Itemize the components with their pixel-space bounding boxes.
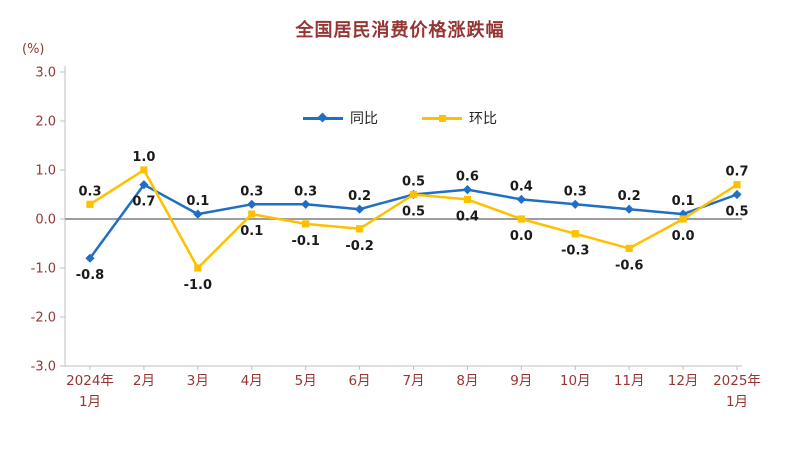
data-label: -0.6	[615, 258, 643, 273]
data-label: 0.6	[456, 170, 479, 185]
data-label: 0.2	[618, 189, 641, 204]
marker-square	[733, 181, 741, 189]
chart-title: 全国居民消费价格涨跌幅	[295, 20, 505, 41]
legend-label-huanbi: 环比	[469, 111, 497, 127]
y-tick-label: -3.0	[31, 360, 56, 375]
marker-diamond	[301, 199, 311, 209]
marker-diamond	[624, 204, 634, 214]
data-label: 0.7	[132, 195, 155, 210]
x-tick-label: 2024年 1月	[66, 373, 114, 410]
data-label: 0.4	[510, 179, 533, 194]
marker-square	[463, 195, 472, 203]
marker-square	[625, 244, 633, 252]
data-label: 0.7	[725, 165, 748, 180]
marker-square	[679, 215, 687, 223]
data-label: -0.3	[561, 244, 589, 259]
data-label: 0.3	[78, 184, 101, 199]
x-tick-label: 5月	[295, 373, 317, 389]
marker-diamond	[732, 189, 742, 200]
x-tick-label: 6月	[349, 373, 371, 389]
x-tick-label: 2025年 1月	[713, 373, 761, 410]
data-label: 0.1	[240, 224, 263, 239]
x-tick-label: 2月	[133, 373, 155, 389]
x-tick-label: 7月	[402, 373, 424, 389]
y-tick-label: 1.0	[35, 164, 56, 179]
y-tick-label: 2.0	[35, 115, 56, 130]
marker-diamond	[354, 204, 365, 214]
data-label: 0.3	[564, 184, 587, 199]
marker-square	[140, 166, 148, 174]
legend-item-huanbi: 环比	[422, 108, 497, 128]
data-label: 0.4	[456, 209, 479, 224]
marker-diamond	[193, 209, 203, 219]
marker-square	[517, 215, 525, 223]
x-tick-label: 4月	[241, 373, 263, 389]
x-tick-label: 3月	[187, 373, 209, 389]
marker-diamond	[139, 180, 149, 190]
legend-label-tongbi: 同比	[350, 111, 378, 127]
legend: 同比 环比	[0, 108, 800, 128]
marker-square	[86, 200, 94, 208]
y-tick-label: 0.0	[35, 213, 56, 228]
data-label: 0.3	[294, 184, 317, 199]
data-label: 0.0	[672, 229, 695, 244]
marker-square	[409, 190, 418, 199]
marker-diamond	[570, 199, 580, 209]
marker-diamond	[247, 199, 257, 209]
x-tick-label: 8月	[456, 373, 478, 389]
marker-square	[302, 220, 310, 228]
marker-square	[571, 230, 579, 238]
x-tick-label: 12月	[668, 373, 699, 389]
marker-diamond	[516, 194, 526, 204]
data-label: -0.8	[76, 268, 104, 283]
data-label: 1.0	[132, 150, 155, 165]
data-label: 0.5	[402, 205, 425, 220]
huanbi-line-marker-icon	[422, 113, 462, 123]
marker-square	[355, 225, 364, 233]
marker-diamond	[462, 185, 473, 195]
y-axis-unit-label: (%)	[22, 42, 45, 57]
y-tick-label: -1.0	[31, 262, 56, 277]
data-label: 0.5	[402, 175, 425, 190]
data-label: -0.2	[345, 239, 373, 254]
data-label: -0.1	[291, 234, 319, 249]
tongbi-line-marker-icon	[303, 112, 343, 123]
x-tick-label: 9月	[510, 373, 532, 389]
x-tick-label: 10月	[560, 373, 591, 389]
data-label: 0.1	[186, 194, 209, 209]
x-tick-label: 11月	[614, 373, 645, 389]
marker-diamond	[85, 253, 95, 263]
marker-square	[194, 264, 202, 272]
legend-item-tongbi: 同比	[303, 108, 378, 128]
data-label: -1.0	[184, 278, 212, 293]
data-label: 0.1	[672, 194, 695, 209]
y-tick-label: 3.0	[35, 66, 56, 81]
data-label: 0.2	[348, 189, 371, 204]
data-label: 0.0	[510, 229, 533, 244]
y-tick-label: -2.0	[31, 311, 56, 326]
data-label: 0.5	[725, 205, 748, 220]
marker-square	[248, 210, 256, 218]
data-label: 0.3	[240, 184, 263, 199]
